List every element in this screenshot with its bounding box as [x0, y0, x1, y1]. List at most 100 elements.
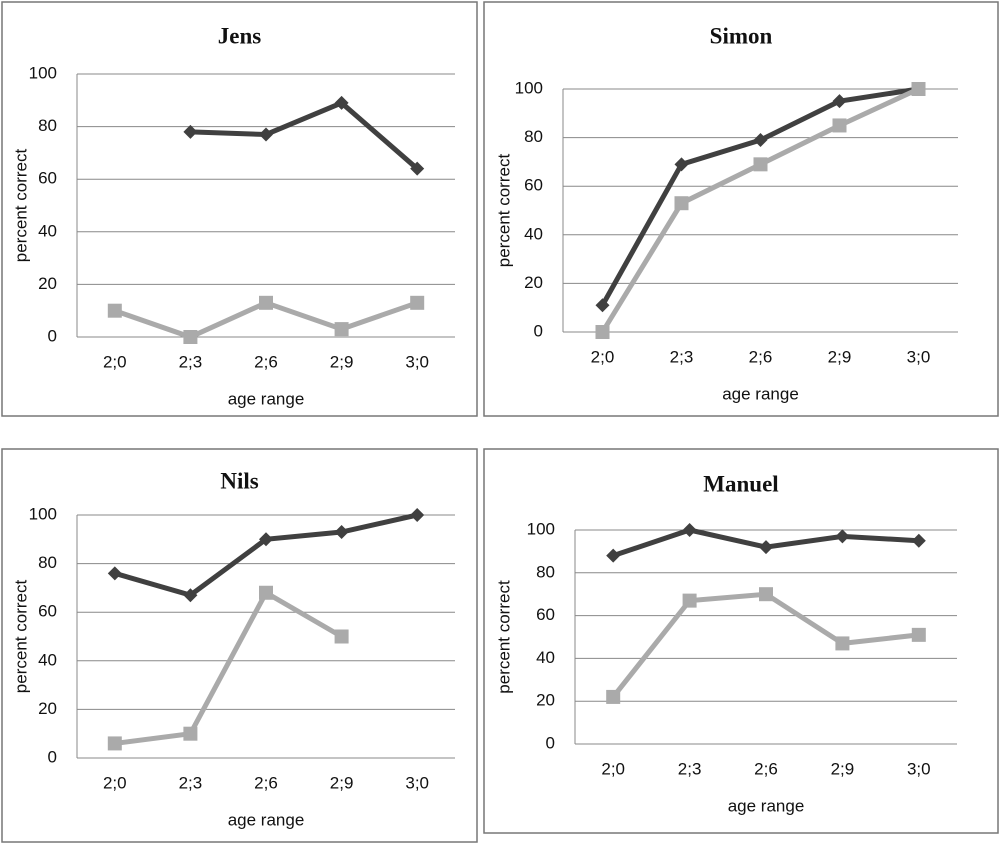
y-axis-label: percent correct: [494, 154, 513, 268]
y-tick-label: 20: [536, 691, 555, 710]
y-tick-label: 40: [38, 221, 57, 240]
marker: [832, 94, 847, 109]
x-tick-label: 2;3: [179, 773, 203, 792]
y-tick-label: 100: [29, 504, 57, 523]
x-tick-label: 2;0: [601, 759, 625, 778]
y-tick-label: 20: [38, 274, 57, 293]
marker: [183, 726, 198, 741]
y-axis-label: percent correct: [494, 580, 513, 694]
y-tick-label: 60: [524, 176, 543, 195]
x-axis-label: age range: [722, 384, 799, 403]
marker: [259, 585, 273, 600]
marker: [410, 295, 425, 310]
panel-border: [483, 448, 999, 834]
y-tick-label: 40: [524, 224, 543, 243]
marker: [259, 295, 273, 310]
x-tick-label: 2;6: [254, 773, 278, 792]
marker: [759, 540, 773, 555]
y-tick-label: 100: [29, 63, 57, 82]
marker: [107, 303, 122, 318]
y-tick-label: 100: [515, 78, 543, 97]
x-tick-label: 3;0: [907, 759, 931, 778]
panel-border: [483, 1, 999, 417]
marker: [835, 636, 850, 651]
marker: [911, 533, 926, 548]
marker: [183, 124, 198, 139]
marker: [334, 95, 349, 110]
marker: [107, 736, 122, 751]
y-tick-label: 80: [38, 553, 57, 572]
x-tick-label: 2;9: [828, 347, 852, 366]
marker: [259, 532, 273, 547]
x-tick-label: 3;0: [405, 773, 429, 792]
marker: [410, 161, 425, 176]
y-tick-label: 60: [38, 602, 57, 621]
y-tick-label: 0: [48, 747, 57, 766]
y-tick-label: 80: [38, 116, 57, 135]
marker: [674, 157, 689, 172]
marker: [832, 118, 847, 133]
x-tick-label: 2;0: [103, 773, 127, 792]
marker: [911, 82, 926, 96]
marker: [682, 593, 697, 608]
marker: [606, 689, 621, 704]
series-line: [600, 86, 920, 334]
marker: [107, 566, 122, 581]
x-tick-label: 2;6: [754, 759, 778, 778]
panel-border: [1, 448, 478, 843]
x-axis-label: age range: [228, 389, 305, 408]
y-tick-label: 60: [536, 605, 555, 624]
y-tick-label: 0: [534, 321, 543, 340]
x-tick-label: 2;9: [831, 759, 855, 778]
x-tick-label: 2;9: [330, 352, 354, 371]
x-tick-label: 2;9: [330, 773, 354, 792]
x-tick-label: 2;6: [749, 347, 773, 366]
y-tick-label: 20: [524, 273, 543, 292]
marker: [595, 298, 610, 313]
x-axis-label: age range: [728, 796, 805, 815]
x-tick-label: 2;3: [670, 347, 694, 366]
marker: [606, 548, 621, 563]
panel-border: [1, 1, 478, 417]
y-tick-label: 0: [48, 326, 57, 345]
chart-title: Manuel: [703, 471, 778, 496]
marker: [410, 508, 425, 522]
marker: [183, 330, 198, 344]
series-line: [190, 100, 419, 171]
marker: [674, 196, 689, 211]
marker: [759, 587, 773, 602]
marker: [183, 588, 198, 603]
marker: [334, 629, 349, 644]
series-line: [600, 86, 919, 307]
marker: [753, 133, 768, 148]
chart-title: Jens: [218, 23, 262, 48]
series-line: [114, 512, 418, 598]
marker: [911, 627, 926, 642]
chart-title: Simon: [710, 23, 773, 48]
marker: [259, 127, 273, 142]
x-axis-label: age range: [228, 810, 305, 829]
series-line: [611, 591, 920, 699]
y-tick-label: 40: [38, 650, 57, 669]
x-tick-label: 2;3: [179, 352, 203, 371]
series-line: [114, 589, 343, 746]
x-tick-label: 2;3: [678, 759, 702, 778]
x-tick-label: 3;0: [907, 347, 931, 366]
y-tick-label: 0: [546, 733, 555, 752]
x-tick-label: 2;0: [591, 347, 615, 366]
marker: [835, 529, 850, 544]
y-tick-label: 80: [536, 562, 555, 581]
marker: [682, 523, 697, 537]
y-tick-label: 40: [536, 648, 555, 667]
x-tick-label: 2;6: [254, 352, 278, 371]
y-axis-label: percent correct: [11, 149, 30, 263]
y-tick-label: 20: [38, 699, 57, 718]
y-tick-label: 80: [524, 127, 543, 146]
y-tick-label: 100: [527, 519, 555, 538]
y-tick-label: 60: [38, 169, 57, 188]
marker: [595, 325, 610, 339]
marker: [753, 157, 768, 172]
y-axis-label: percent correct: [11, 580, 30, 694]
marker: [334, 525, 349, 540]
marker: [334, 322, 349, 337]
